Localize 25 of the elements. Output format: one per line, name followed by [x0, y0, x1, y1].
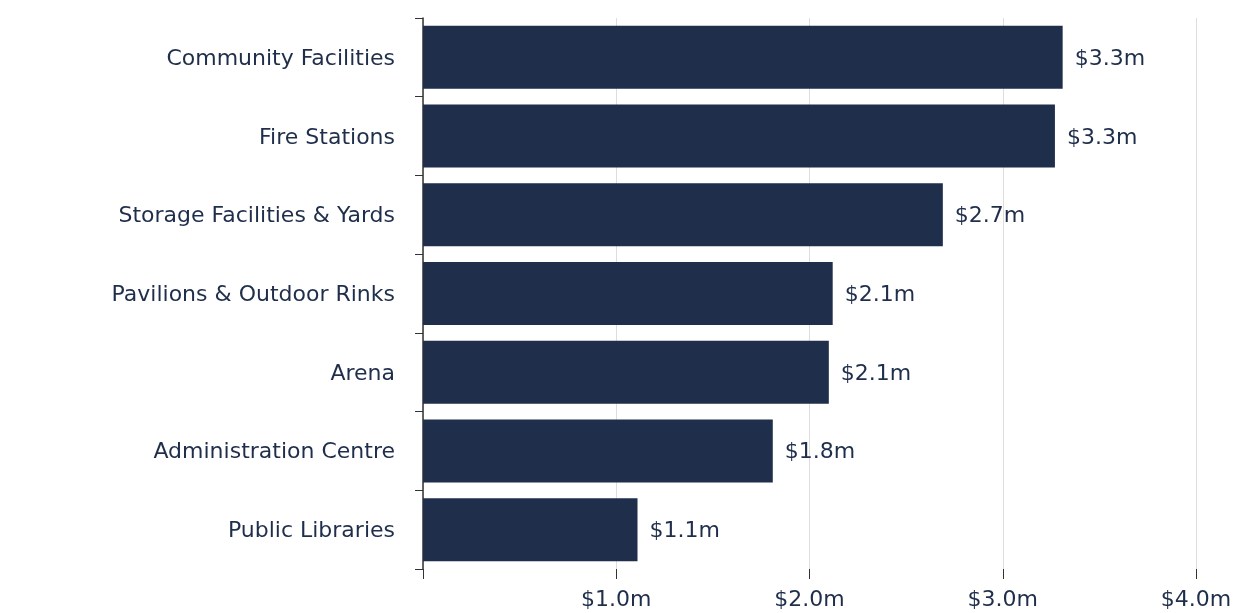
x-tick-label: $2.0m [774, 585, 845, 611]
bar [423, 183, 943, 247]
data-label: $3.3m [1074, 44, 1146, 70]
bar [423, 498, 638, 562]
x-tick-label: $3.0m [967, 585, 1038, 611]
x-tick-label: $4.0m [1160, 585, 1232, 611]
bar [423, 25, 1063, 89]
bar [423, 262, 833, 325]
y-tick-label: Fire Stations [259, 123, 395, 149]
data-label: $1.8m [784, 438, 856, 464]
y-tick-label: Pavilions & Outdoor Rinks [111, 281, 395, 306]
y-tick-label: Administration Centre [153, 438, 395, 464]
y-tick-label: Community Facilities [166, 44, 395, 70]
y-tick-label: Storage Facilities & Yards [118, 202, 395, 228]
data-label: $2.7m [954, 202, 1026, 228]
y-tick-label: Arena [330, 359, 395, 385]
data-label: $2.1m [840, 359, 912, 385]
bar [423, 104, 1055, 168]
bar [423, 419, 773, 483]
data-label: $2.1m [844, 281, 916, 306]
data-label: $3.3m [1066, 123, 1138, 149]
data-label: $1.1m [649, 517, 720, 543]
y-tick-label: Public Libraries [227, 517, 395, 543]
x-tick-label: $1.0m [581, 585, 652, 611]
bar [423, 340, 829, 404]
